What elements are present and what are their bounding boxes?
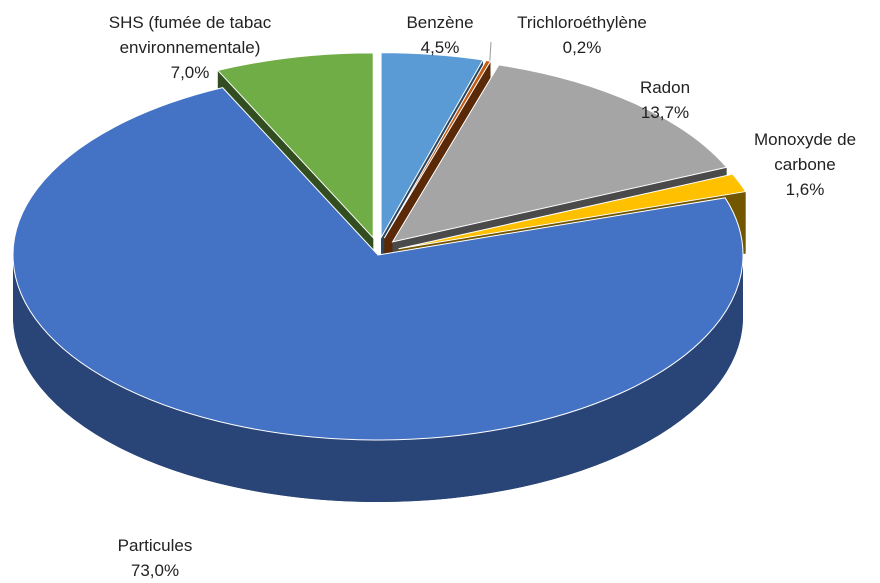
category-label: Benzène: [406, 13, 474, 32]
value-label: 0,2%: [562, 38, 602, 57]
pie-slice: [216, 52, 374, 240]
slice-label: Trichloroéthylène 0,2%: [482, 10, 682, 60]
pie-slice: [380, 52, 484, 240]
value-label: 1,6%: [785, 180, 825, 199]
slice-label: Particules 73,0%: [75, 533, 235, 583]
category-label: Particules: [117, 536, 193, 555]
value-label: 7,0%: [170, 63, 210, 82]
category-label: Radon: [639, 78, 691, 97]
value-label: 4,5%: [420, 38, 460, 57]
value-label: 73,0%: [130, 561, 180, 580]
pie-slice: [12, 87, 744, 441]
slice-label: Monoxyde de carbone 1,6%: [735, 127, 875, 202]
category-label: Monoxyde de carbone: [753, 130, 857, 174]
slice-side: [13, 255, 743, 502]
category-label: Trichloroéthylène: [517, 13, 647, 32]
category-label: SHS (fumée de tabac environnementale): [108, 13, 272, 57]
slice-label: SHS (fumée de tabac environnementale) 7,0…: [60, 10, 320, 85]
slice-label: Radon 13,7%: [605, 75, 725, 125]
slice-label: Benzène 4,5%: [380, 10, 500, 60]
value-label: 13,7%: [640, 103, 690, 122]
pie-slice: [383, 59, 492, 239]
pie-slice: [398, 173, 747, 250]
pie-slice: [391, 64, 728, 243]
